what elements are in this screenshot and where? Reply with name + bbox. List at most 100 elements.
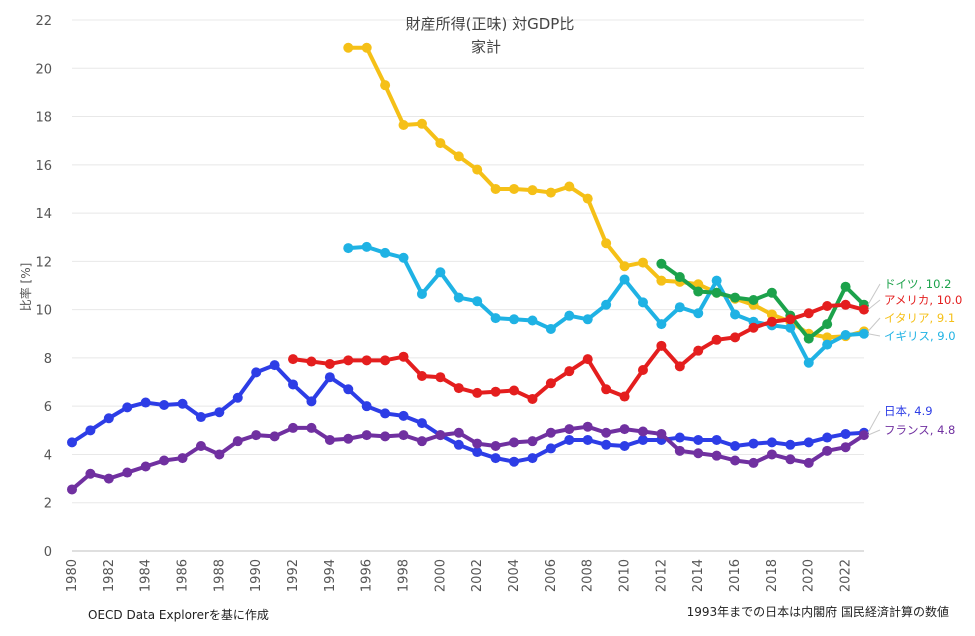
data-point [343, 42, 354, 53]
legend-label: イギリス, 9.0 [884, 329, 956, 343]
data-point [766, 316, 777, 327]
series-フランス [67, 421, 869, 495]
series-line [659, 261, 866, 341]
data-point [527, 436, 538, 447]
chart-subtitle: 家計 [471, 38, 501, 56]
data-point [232, 392, 243, 403]
data-point [730, 455, 741, 466]
y-axis-label: 比率 [%] [18, 263, 33, 312]
data-point [785, 322, 796, 333]
data-point [509, 437, 520, 448]
data-point [232, 436, 243, 447]
x-tick-label: 1996 [360, 559, 375, 592]
y-tick-label: 12 [35, 255, 52, 270]
data-point [343, 433, 354, 444]
data-point [582, 421, 593, 432]
data-point [306, 356, 317, 367]
data-point [693, 448, 704, 459]
y-tick-label: 14 [35, 207, 52, 222]
x-tick-label: 2018 [765, 559, 780, 592]
legend-label: イタリア, 9.1 [884, 311, 955, 325]
data-point [490, 441, 501, 452]
data-point [545, 187, 556, 198]
data-point [140, 461, 151, 472]
data-point [730, 309, 741, 320]
data-point [730, 332, 741, 343]
data-point [453, 383, 464, 394]
data-point [509, 456, 520, 467]
series-日本 [67, 360, 869, 467]
data-point [398, 252, 409, 263]
chart-title: 財産所得(正味) 対GDP比 [406, 15, 575, 33]
data-point [509, 385, 520, 396]
data-point [251, 430, 262, 441]
data-point [619, 261, 630, 272]
data-point [582, 434, 593, 445]
data-point [269, 360, 280, 371]
x-tick-label: 1990 [249, 559, 264, 592]
data-point [361, 430, 372, 441]
data-point [619, 424, 630, 435]
data-point [564, 424, 575, 435]
data-point [564, 366, 575, 377]
data-point [545, 427, 556, 438]
data-point [122, 467, 133, 478]
data-point [545, 378, 556, 389]
data-point [122, 402, 133, 413]
x-tick-label: 1980 [65, 559, 80, 592]
y-tick-label: 22 [35, 14, 52, 29]
x-tick-label: 2004 [507, 559, 522, 592]
data-point [177, 453, 188, 464]
data-point [343, 355, 354, 366]
data-point [656, 258, 667, 269]
data-point [509, 314, 520, 325]
data-point [601, 427, 612, 438]
data-point [195, 412, 206, 423]
data-point [822, 301, 833, 312]
data-point [324, 372, 335, 383]
data-point [472, 438, 483, 449]
data-point [711, 287, 722, 298]
y-tick-label: 20 [35, 62, 52, 77]
data-point [656, 428, 667, 439]
x-tick-label: 1984 [139, 559, 154, 592]
x-tick-label: 2014 [691, 559, 706, 592]
data-point [693, 345, 704, 356]
data-point [637, 434, 648, 445]
data-point [416, 288, 427, 299]
data-point [711, 275, 722, 286]
data-point [803, 308, 814, 319]
data-point [730, 441, 741, 452]
data-point [564, 434, 575, 445]
data-point [527, 185, 538, 196]
data-point [472, 164, 483, 175]
data-point [490, 453, 501, 464]
data-point [840, 329, 851, 340]
data-point [766, 449, 777, 460]
data-point [674, 361, 685, 372]
gridlines [72, 19, 864, 552]
data-point [545, 443, 556, 454]
series-ドイツ [656, 258, 869, 344]
series-line [70, 363, 866, 464]
data-point [435, 430, 446, 441]
data-point [693, 286, 704, 297]
data-point [85, 468, 96, 479]
legend-leader [867, 429, 881, 436]
data-point [748, 294, 759, 305]
data-point [785, 439, 796, 450]
data-point [840, 442, 851, 453]
footnote: 1993年までの日本は内閣府 国民経済計算の数値 [687, 604, 949, 619]
data-point [730, 292, 741, 303]
data-point [509, 183, 520, 194]
data-point [840, 299, 851, 310]
x-tick-label: 1982 [102, 559, 117, 592]
data-point [103, 413, 114, 424]
data-point [288, 379, 299, 390]
data-point [472, 296, 483, 307]
series-line [70, 424, 866, 492]
data-point [637, 257, 648, 268]
legend-leader [867, 410, 881, 433]
x-tick-label: 2022 [839, 559, 854, 592]
